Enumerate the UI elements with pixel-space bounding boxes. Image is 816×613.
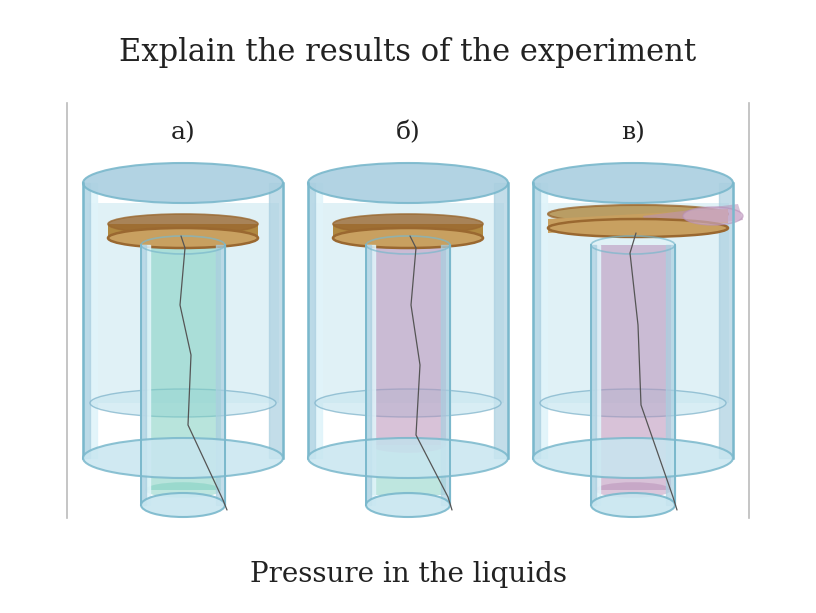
Polygon shape xyxy=(370,440,446,495)
Text: Explain the results of the experiment: Explain the results of the experiment xyxy=(119,37,697,69)
Ellipse shape xyxy=(90,389,276,417)
Ellipse shape xyxy=(308,438,508,478)
Ellipse shape xyxy=(333,228,483,248)
Ellipse shape xyxy=(540,389,726,417)
Polygon shape xyxy=(537,203,729,403)
Ellipse shape xyxy=(333,214,483,234)
Ellipse shape xyxy=(370,437,446,453)
Polygon shape xyxy=(87,203,279,403)
Ellipse shape xyxy=(141,493,225,517)
Ellipse shape xyxy=(83,438,283,478)
Ellipse shape xyxy=(108,228,258,248)
Ellipse shape xyxy=(595,482,671,498)
Ellipse shape xyxy=(533,163,733,203)
Ellipse shape xyxy=(548,219,728,237)
Ellipse shape xyxy=(108,214,258,234)
Text: a): a) xyxy=(171,121,195,145)
Text: б): б) xyxy=(396,121,420,145)
Ellipse shape xyxy=(308,163,508,203)
Polygon shape xyxy=(312,203,504,403)
Polygon shape xyxy=(370,245,446,445)
Polygon shape xyxy=(108,224,258,238)
Polygon shape xyxy=(333,224,483,238)
Ellipse shape xyxy=(83,163,283,203)
Ellipse shape xyxy=(591,493,675,517)
Ellipse shape xyxy=(315,389,501,417)
Text: в): в) xyxy=(621,121,645,145)
Polygon shape xyxy=(643,204,743,230)
Ellipse shape xyxy=(683,207,743,225)
Polygon shape xyxy=(595,245,671,490)
Polygon shape xyxy=(548,209,728,233)
Ellipse shape xyxy=(145,482,221,498)
Ellipse shape xyxy=(366,493,450,517)
Polygon shape xyxy=(145,245,221,490)
Ellipse shape xyxy=(533,438,733,478)
Text: Pressure in the liquids: Pressure in the liquids xyxy=(250,562,566,588)
Ellipse shape xyxy=(548,205,728,223)
